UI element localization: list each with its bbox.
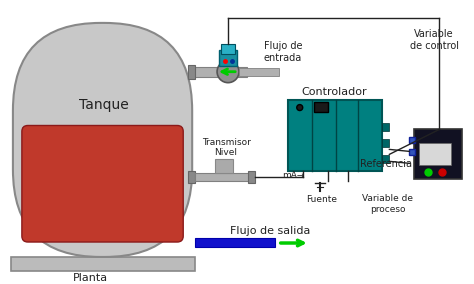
- Circle shape: [217, 61, 239, 83]
- Bar: [314, 102, 328, 112]
- Bar: [11, 257, 195, 271]
- Bar: [288, 100, 383, 171]
- Text: Flujo de salida: Flujo de salida: [230, 226, 310, 236]
- Bar: [188, 171, 195, 183]
- Bar: [221, 44, 235, 54]
- Text: Controlador: Controlador: [302, 87, 367, 97]
- Text: Fuente: Fuente: [306, 195, 337, 204]
- Text: mA→: mA→: [282, 171, 304, 180]
- Bar: [419, 143, 451, 165]
- Bar: [188, 65, 195, 79]
- Bar: [195, 238, 275, 247]
- Text: Planta: Planta: [73, 273, 108, 283]
- Bar: [215, 159, 233, 173]
- Circle shape: [297, 105, 303, 110]
- Text: Flujo de
entrada: Flujo de entrada: [264, 41, 302, 62]
- Bar: [383, 155, 389, 163]
- Text: Referencia: Referencia: [360, 159, 412, 169]
- Bar: [248, 171, 255, 183]
- Text: Transmisor
Nivel: Transmisor Nivel: [201, 138, 250, 157]
- Bar: [414, 130, 462, 179]
- Text: Variable de
proceso: Variable de proceso: [362, 195, 413, 214]
- Text: Tanque: Tanque: [79, 98, 128, 112]
- Bar: [410, 149, 415, 155]
- Bar: [192, 67, 247, 77]
- Bar: [239, 68, 279, 76]
- FancyBboxPatch shape: [13, 23, 192, 257]
- Bar: [195, 173, 250, 181]
- Bar: [410, 137, 415, 143]
- Bar: [383, 139, 389, 147]
- Bar: [383, 124, 389, 131]
- FancyBboxPatch shape: [22, 126, 183, 242]
- Text: Variable
de control: Variable de control: [410, 29, 459, 51]
- Bar: [219, 50, 237, 66]
